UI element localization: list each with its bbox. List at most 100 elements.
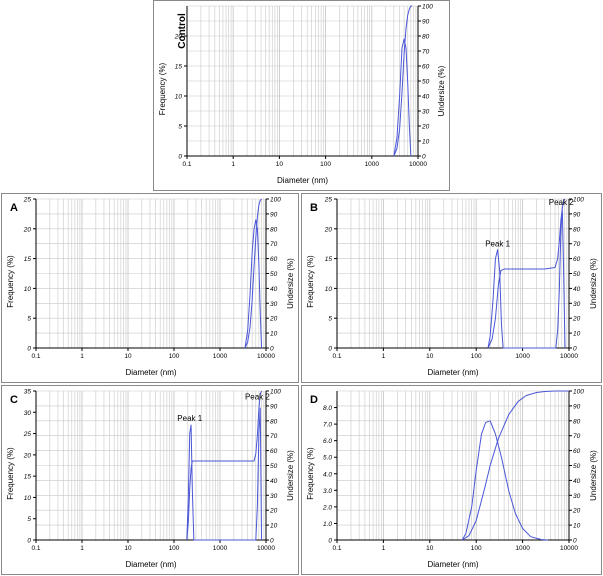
x-tick-label: 1000: [213, 353, 228, 360]
y-tick-label: 8.0: [323, 405, 332, 412]
y-tick-label: 2.0: [322, 504, 332, 511]
y2-tick-label: 50: [270, 463, 278, 470]
x-axis-label: Diameter (nm): [427, 368, 478, 377]
series-line-right: [461, 390, 569, 541]
x-tick-label: 1000: [515, 353, 530, 360]
y-tick-label: 20: [23, 226, 32, 233]
x-axis-label: Diameter (nm): [125, 560, 176, 569]
panel-c: 0.1 1 10 100 1000 10000 0 5 10 15 20 25 30 35 0 10 20 30 4…: [1, 385, 299, 575]
y2-tick-label: 100: [573, 389, 584, 396]
x-tick-label: 10: [124, 545, 132, 552]
x-tick-label: 0.1: [332, 545, 341, 552]
y-axis-label: Frequency (%): [306, 447, 315, 500]
series-line-right: [244, 198, 262, 349]
y-tick-label: 7.0: [323, 422, 332, 429]
y2-tick-label: 80: [270, 226, 278, 233]
x-tick-label: 10000: [560, 353, 578, 360]
x-tick-label: 0.1: [31, 353, 40, 360]
grid: [336, 390, 570, 541]
panel-label: Control: [177, 13, 188, 49]
y2-tick-label: 30: [573, 301, 581, 308]
series-line-left: [186, 407, 263, 541]
panel-label: C: [10, 394, 18, 406]
y2-tick-label: 90: [270, 211, 278, 218]
x-tick-label: 0.1: [332, 353, 341, 360]
annotation-label: Peak 1: [485, 240, 510, 249]
y2-tick-label: 70: [573, 433, 581, 440]
x-tick-label: 1: [80, 353, 84, 360]
y-tick-label: 10: [24, 495, 32, 502]
y2-tick-label: 50: [270, 271, 278, 278]
y2-tick-label: 100: [422, 4, 433, 11]
x-tick-label: 0.1: [31, 545, 40, 552]
y2-tick-label: 20: [269, 316, 278, 323]
grid: [186, 5, 419, 157]
y-tick-label: 5: [328, 316, 332, 323]
y-tick-label: 35: [24, 389, 32, 396]
y-tick-label: 4.0: [323, 471, 332, 478]
x-tick-label: 1000: [213, 545, 228, 552]
y-tick-label: 15: [325, 256, 333, 263]
chart-svg-b: 0.1 1 10 100 1000 100000510152025010203040506…: [306, 197, 598, 378]
y-tick-label: 0: [328, 346, 332, 353]
panel-label: B: [310, 202, 318, 214]
y2-tick-label: 20: [572, 508, 581, 515]
y2-tick-label: 90: [422, 19, 430, 26]
y2-tick-label: 90: [573, 403, 581, 410]
y-tick-label: 10: [175, 94, 183, 101]
y2-tick-label: 20: [269, 508, 278, 515]
y-tick-label: 20: [174, 34, 183, 41]
x-tick-label: 100: [169, 353, 180, 360]
y2-tick-label: 90: [573, 211, 581, 218]
y2-tick-label: 0: [422, 154, 426, 161]
grid: [35, 198, 267, 349]
x-tick-label: 100: [471, 545, 482, 552]
y2-axis-label: Undersize (%): [589, 258, 598, 309]
y2-tick-label: 40: [422, 94, 430, 101]
x-tick-label: 10000: [560, 545, 578, 552]
y-tick-label: 0: [328, 538, 332, 545]
y2-tick-label: 80: [270, 418, 278, 425]
y2-tick-label: 40: [573, 478, 581, 485]
y-tick-label: 5: [178, 124, 182, 131]
y2-tick-label: 0: [270, 346, 274, 353]
panel-label: D: [310, 394, 318, 406]
y2-tick-label: 60: [422, 64, 430, 71]
y2-tick-label: 90: [270, 403, 278, 410]
y2-tick-label: 100: [573, 197, 584, 204]
y2-tick-label: 0: [573, 538, 577, 545]
y2-axis-label: Undersize (%): [437, 65, 446, 116]
x-axis-label: Diameter (nm): [427, 560, 478, 569]
y-axis-label: Frequency (%): [306, 255, 315, 308]
y-tick-label: 10: [24, 286, 32, 293]
y2-tick-label: 10: [422, 139, 430, 146]
y-tick-label: 6.0: [323, 438, 332, 445]
y2-tick-label: 100: [270, 197, 281, 204]
y2-axis-label: Undersize (%): [286, 258, 295, 309]
y2-axis-label: Undersize (%): [589, 450, 598, 501]
series-line-left: [461, 420, 548, 541]
panel-a: 0.1 1 10 100 1000 10000 0 5 10 15 20 25 0 10 20 30 40 50 6…: [1, 193, 299, 383]
y-tick-label: 5.0: [323, 455, 332, 462]
panel-control: 0.1 1 10 100 1000 10000 0 5 10 15 20 0 10 20 30 40 50 60 7…: [153, 0, 450, 191]
y2-tick-label: 40: [270, 478, 278, 485]
y-tick-label: 25: [324, 197, 333, 204]
x-tick-label: 10: [426, 353, 434, 360]
y2-tick-label: 60: [270, 448, 278, 455]
y2-tick-label: 50: [573, 463, 581, 470]
x-tick-label: 0.1: [182, 161, 191, 168]
x-tick-label: 10000: [257, 353, 275, 360]
y-tick-label: 15: [175, 64, 183, 71]
series-line-right: [393, 5, 413, 157]
series-line-left: [244, 219, 263, 349]
y2-tick-label: 40: [573, 286, 581, 293]
x-axis-label: Diameter (nm): [277, 176, 328, 185]
chart-svg-c: 0.1 1 10 100 1000 100000510152025303501020304…: [6, 389, 295, 570]
y2-tick-label: 0: [270, 538, 274, 545]
grid: [336, 198, 570, 349]
series-line-right: [487, 198, 566, 349]
y-tick-label: 20: [324, 226, 333, 233]
x-tick-label: 1: [231, 161, 235, 168]
y2-tick-label: 30: [422, 109, 430, 116]
panel-b: 0.1 1 10 100 1000 10000 0 5 10 15 20 25 0 10 20 30 40 50 6…: [301, 193, 602, 383]
